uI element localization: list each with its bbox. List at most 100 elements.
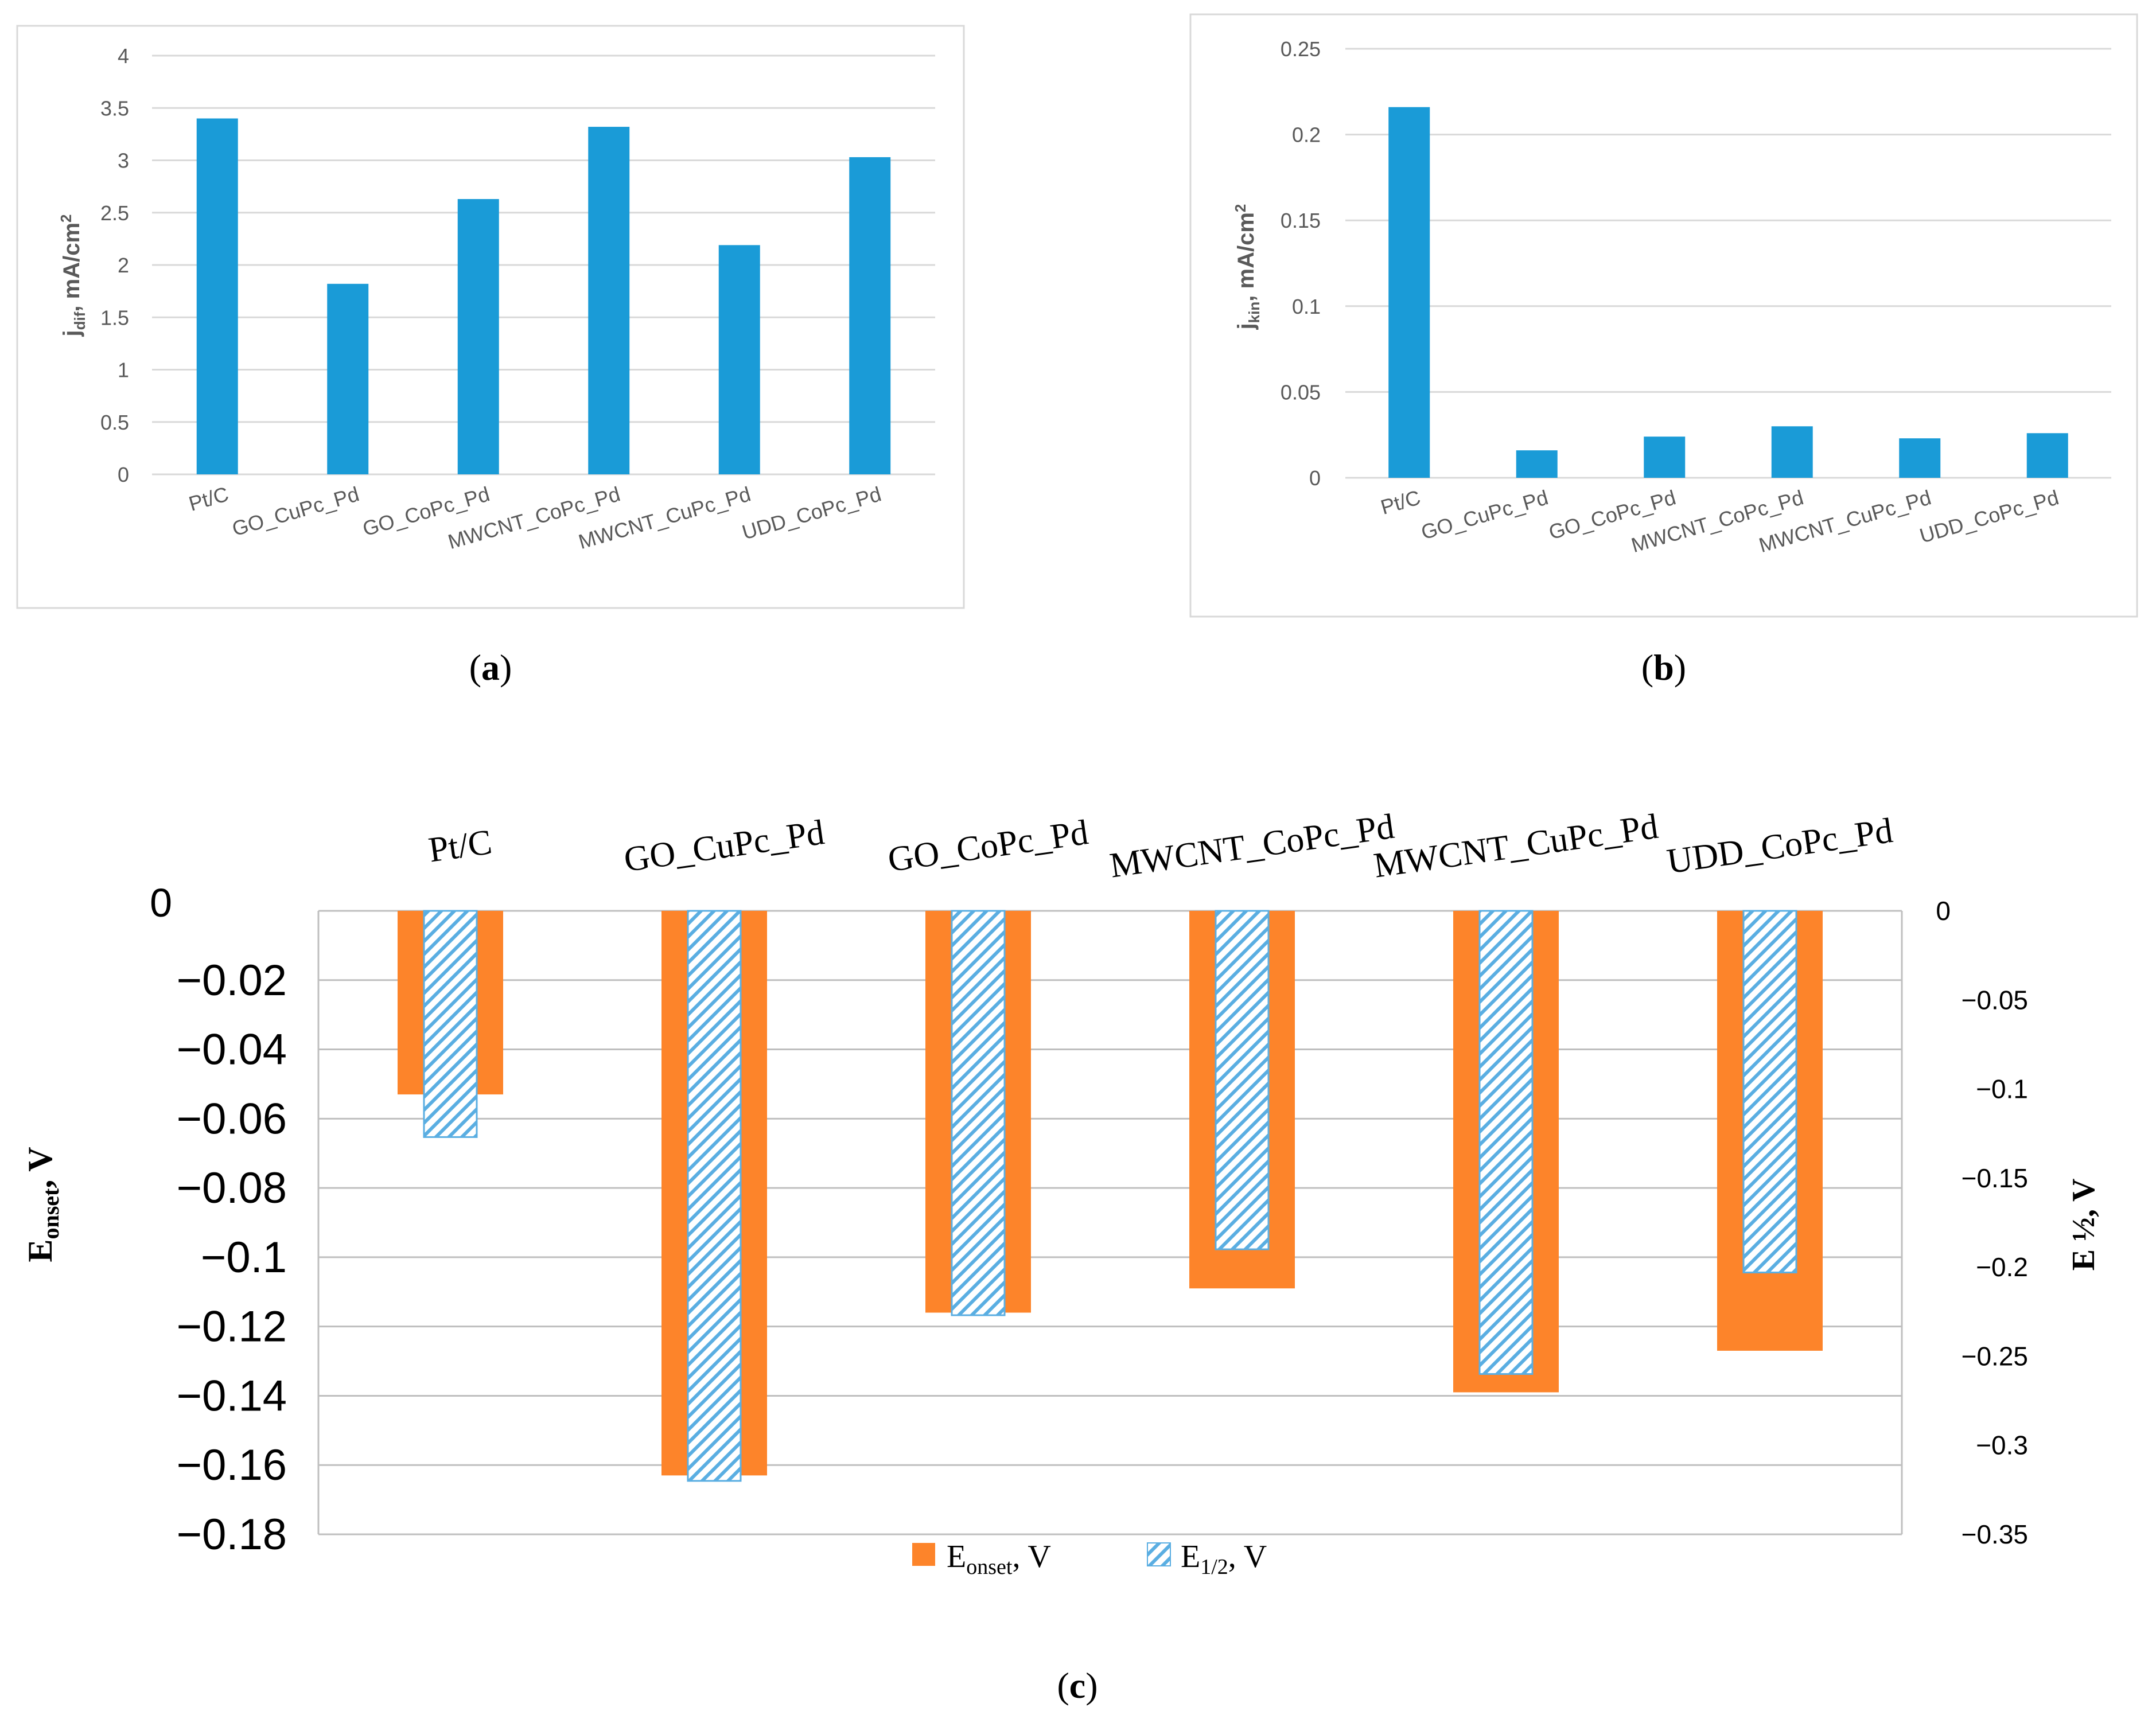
chart-b-y-axis-label: jkin, mA/cm2	[1232, 204, 1263, 330]
chart-a-bar-pt-c	[196, 118, 238, 474]
chart-c-left-y-tick: −0.16	[177, 1441, 287, 1490]
chart-c-left-y-tick: −0.12	[177, 1303, 287, 1351]
chart-b-bars	[1388, 107, 2068, 478]
legend-swatch-onset	[912, 1543, 935, 1566]
chart-b-y-tick: 0.25	[1281, 37, 1321, 61]
legend-half-main: E	[1181, 1539, 1200, 1574]
chart-c-category-pt-c: Pt/C	[426, 823, 495, 870]
chart-a: 00.511.522.533.54 Pt/CGO_CuPc_PdGO_CoPc_…	[16, 25, 965, 609]
chart-c-left-label-rest: , V	[21, 1147, 59, 1188]
chart-b-bar-go-cupc-pd	[1516, 450, 1558, 478]
panel-label-b-letter: b	[1653, 647, 1674, 688]
chart-b-y-label-sup: 2	[1232, 204, 1249, 212]
chart-c-right-y-tick: −0.25	[1962, 1341, 2028, 1371]
chart-a-y-tick: 1	[118, 358, 129, 382]
legend-half-rest: , V	[1228, 1539, 1267, 1574]
chart-b-y-tick: 0	[1309, 466, 1321, 490]
chart-a-y-label-sub: dif	[71, 311, 88, 330]
legend-label-onset: Eonset, V	[947, 1539, 1051, 1579]
chart-b-bar-udd-copc-pd	[2026, 433, 2068, 478]
chart-b-bar-mwcnt-cupc-pd	[1899, 438, 1941, 478]
chart-c-left-y-tick-labels: 0−0.02 −0.04 −0.06 −0.08 −0.1 −0.12 −0.14 −0.16…	[150, 880, 287, 1559]
chart-c-left-y-tick: −0.08	[177, 1164, 287, 1213]
chart-c-left-y-tick: −0.04	[177, 1026, 287, 1074]
chart-a-bar-udd-copc-pd	[849, 157, 891, 474]
chart-c-right-y-tick: −0.35	[1962, 1519, 2028, 1549]
chart-b: 00.050.10.150.20.25 Pt/CGO_CuPc_PdGO_CoP…	[1189, 13, 2138, 618]
chart-b-y-tick: 0.15	[1281, 209, 1321, 232]
chart-b-bar-go-copc-pd	[1644, 436, 1686, 478]
chart-c-left-y-tick: 0	[150, 880, 172, 925]
chart-c-left-y-tick: −0.06	[177, 1094, 287, 1143]
legend-onset-main: E	[947, 1539, 966, 1574]
chart-c-left-y-tick: −0.02	[177, 956, 287, 1005]
chart-b-y-label-rest: , mA/cm	[1233, 212, 1259, 302]
chart-c-category-mwcnt-copc-pd: MWCNT_CoPc_Pd	[1107, 807, 1396, 886]
chart-c-category-udd-copc-pd: UDD_CoPc_Pd	[1664, 811, 1895, 881]
chart-b-y-tick: 0.05	[1281, 380, 1321, 404]
panel-label-a-letter: a	[481, 647, 500, 688]
chart-c-left-y-tick: −0.18	[177, 1510, 287, 1559]
chart-c-category-labels: Pt/C GO_CuPc_Pd GO_CoPc_Pd MWCNT_CoPc_PdMWC…	[426, 807, 1895, 886]
chart-c-left-y-tick: −0.14	[177, 1371, 287, 1420]
chart-a-y-tick: 1.5	[100, 306, 129, 329]
legend-half-sub: 1/2	[1200, 1555, 1228, 1579]
chart-a-bar-go-copc-pd	[457, 199, 499, 474]
chart-c-category-go-copc-pd: GO_CoPc_Pd	[885, 813, 1090, 879]
chart-c-left-axis-label: Eonset, V	[21, 1147, 64, 1262]
chart-b-bar-mwcnt-copc-pd	[1771, 426, 1813, 478]
chart-a-gridlines	[152, 54, 935, 475]
chart-a-y-tick: 0.5	[100, 411, 129, 434]
chart-c-bar-half-mwcnt-cupc-pd	[1478, 910, 1534, 1375]
chart-a-y-tick: 4	[118, 44, 129, 68]
chart-c-bar-half-udd-copc-pd	[1742, 910, 1797, 1273]
chart-a-y-axis-label: jdif, mA/cm2	[57, 215, 88, 337]
panel-label-b: (b)	[1641, 647, 1686, 688]
chart-b-y-label-j: j	[1233, 323, 1259, 330]
chart-a-bar-go-cupc-pd	[327, 283, 369, 474]
chart-c-right-y-tick: −0.2	[1976, 1252, 2028, 1282]
chart-a-y-tick: 3	[118, 149, 129, 173]
chart-c-right-y-tick-labels: 0 −0.05 −0.1 −0.15 −0.2 −0.25 −0.3 −0.35	[1936, 896, 2028, 1549]
chart-c-bar-half-go-cupc-pd	[687, 910, 742, 1482]
chart-a-y-tick: 0	[118, 463, 129, 486]
chart-c: 0−0.02−0.04−0.06−0.08−0.1−0.12−0.14−0.16…	[21, 807, 2101, 1579]
chart-b-bar-pt-c	[1388, 107, 1430, 478]
chart-c-right-y-tick: −0.3	[1976, 1431, 2028, 1460]
chart-a-y-label-j: j	[59, 330, 84, 337]
chart-c-right-axis-label: E ½, V	[2066, 1179, 2101, 1271]
chart-b-y-tick-labels: 0 0.05 0.1 0.15 0.2 0.25	[1281, 37, 1321, 490]
chart-a-y-tick: 2	[118, 254, 129, 277]
chart-a-y-tick: 2.5	[100, 201, 129, 225]
chart-c-category-go-cupc-pd: GO_CuPc_Pd	[621, 813, 826, 879]
chart-c-right-y-tick: −0.1	[1976, 1074, 2028, 1104]
chart-c-left-label-main: E	[21, 1240, 59, 1262]
panel-label-c-letter: c	[1069, 1665, 1085, 1706]
chart-a-y-label-sup: 2	[57, 215, 75, 223]
chart-a-bars	[196, 118, 891, 475]
chart-c-bar-half-mwcnt-copc-pd	[1215, 910, 1270, 1250]
chart-b-frame	[1189, 13, 2138, 618]
chart-b-y-tick: 0.1	[1292, 295, 1321, 318]
chart-c-left-label-sub: onset	[38, 1188, 64, 1240]
chart-c-right-y-tick: 0	[1936, 896, 1951, 926]
chart-b-gridlines	[1345, 48, 2111, 479]
chart-b-y-tick: 0.2	[1292, 123, 1321, 147]
chart-c-legend: Eonset, V E1/2, V	[912, 1539, 1267, 1579]
legend-onset-rest: , V	[1012, 1539, 1050, 1574]
chart-a-y-label-rest: , mA/cm	[59, 223, 84, 312]
chart-c-gridlines	[317, 910, 1903, 1535]
chart-b-y-label-sub: kin	[1246, 302, 1263, 323]
chart-a-y-tick-labels: 0 0.5 1 1.5 2 2.5 3 3.5 4	[100, 44, 129, 486]
chart-c-category-mwcnt-cupc-pd: MWCNT_CuPc_Pd	[1371, 807, 1660, 886]
legend-swatch-half	[1147, 1542, 1171, 1566]
chart-c-right-y-tick: −0.15	[1962, 1163, 2028, 1193]
chart-a-bar-mwcnt-cupc-pd	[718, 245, 760, 474]
chart-c-bar-half-pt-c	[423, 910, 478, 1138]
panel-label-a: (a)	[469, 647, 512, 688]
legend-onset-sub: onset	[966, 1555, 1013, 1579]
chart-c-bars	[398, 910, 1823, 1482]
legend-label-half: E1/2, V	[1181, 1539, 1267, 1579]
panel-label-c: (c)	[1057, 1665, 1098, 1706]
